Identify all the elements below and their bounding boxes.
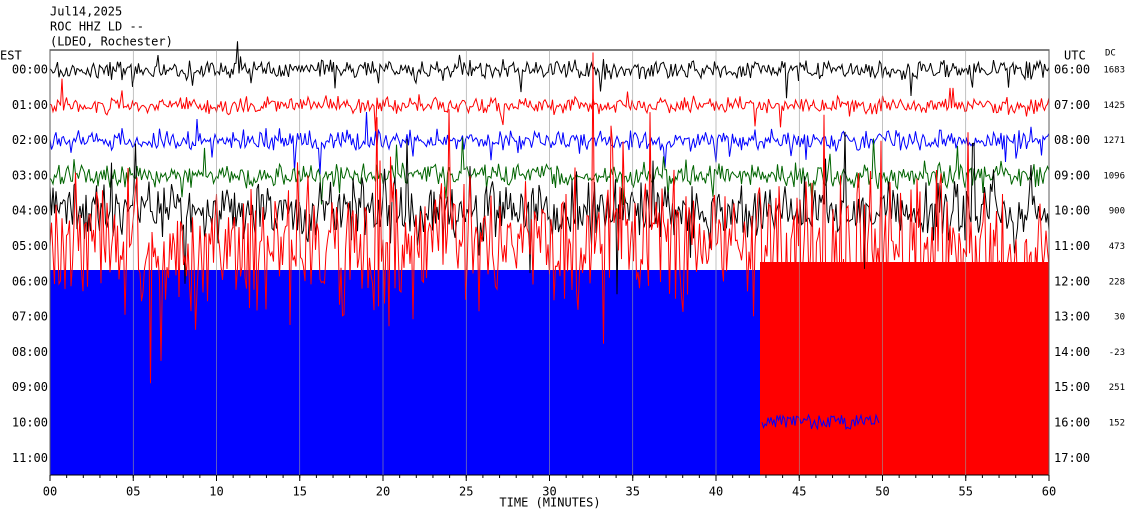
- utc-label: 15:00: [1054, 380, 1090, 394]
- x-tick-label: 15: [293, 485, 307, 499]
- est-label: 07:00: [12, 310, 48, 324]
- est-label: 05:00: [12, 239, 48, 253]
- x-tick-label: 20: [376, 485, 390, 499]
- x-tick-label: 55: [959, 485, 973, 499]
- x-tick-label: 05: [126, 485, 140, 499]
- est-label: 09:00: [12, 380, 48, 394]
- dc-value: 1096: [1103, 171, 1125, 181]
- saturated-blue: [50, 270, 760, 475]
- x-tick-label: 25: [459, 485, 473, 499]
- utc-label: 09:00: [1054, 168, 1090, 182]
- left-zone: EST: [0, 49, 22, 63]
- right-zone: UTC: [1064, 49, 1086, 63]
- x-tick-label: 30: [542, 485, 556, 499]
- dc-value: -23: [1109, 348, 1125, 358]
- utc-label: 11:00: [1054, 239, 1090, 253]
- network: (LDEO, Rochester): [50, 35, 173, 49]
- est-label: 00:00: [12, 63, 48, 77]
- dc-value: 1683: [1103, 66, 1125, 76]
- dc-value: 228: [1109, 277, 1125, 287]
- dc-value: 900: [1109, 207, 1125, 217]
- utc-label: 06:00: [1054, 63, 1090, 77]
- trace: [761, 413, 880, 431]
- x-tick-label: 45: [792, 485, 806, 499]
- utc-label: 17:00: [1054, 451, 1090, 465]
- est-label: 06:00: [12, 274, 48, 288]
- est-label: 08:00: [12, 345, 48, 359]
- dc-value: 251: [1109, 383, 1125, 393]
- date: Jul14,2025: [50, 5, 122, 19]
- x-tick-label: 10: [209, 485, 223, 499]
- utc-label: 13:00: [1054, 310, 1090, 324]
- est-label: 03:00: [12, 168, 48, 182]
- utc-label: 14:00: [1054, 345, 1090, 359]
- est-label: 11:00: [12, 451, 48, 465]
- dc-value: 1271: [1103, 136, 1125, 146]
- utc-label: 10:00: [1054, 204, 1090, 218]
- dc-value: 1425: [1103, 101, 1125, 111]
- station: ROC HHZ LD --: [50, 20, 144, 34]
- est-label: 04:00: [12, 204, 48, 218]
- x-tick-label: 35: [626, 485, 640, 499]
- x-tick-label: 50: [875, 485, 889, 499]
- dc-value: 30: [1114, 313, 1125, 323]
- est-label: 01:00: [12, 98, 48, 112]
- utc-label: 08:00: [1054, 133, 1090, 147]
- utc-label: 12:00: [1054, 274, 1090, 288]
- x-tick-label: 00: [43, 485, 57, 499]
- dc-value: 152: [1109, 419, 1125, 429]
- x-tick-label: 60: [1042, 485, 1056, 499]
- utc-label: 16:00: [1054, 416, 1090, 430]
- est-label: 02:00: [12, 133, 48, 147]
- dc-label: DC: [1105, 49, 1116, 59]
- dc-value: 473: [1109, 242, 1125, 252]
- est-label: 10:00: [12, 416, 48, 430]
- utc-label: 07:00: [1054, 98, 1090, 112]
- x-tick-label: 40: [709, 485, 723, 499]
- x-label: TIME (MINUTES): [499, 496, 600, 510]
